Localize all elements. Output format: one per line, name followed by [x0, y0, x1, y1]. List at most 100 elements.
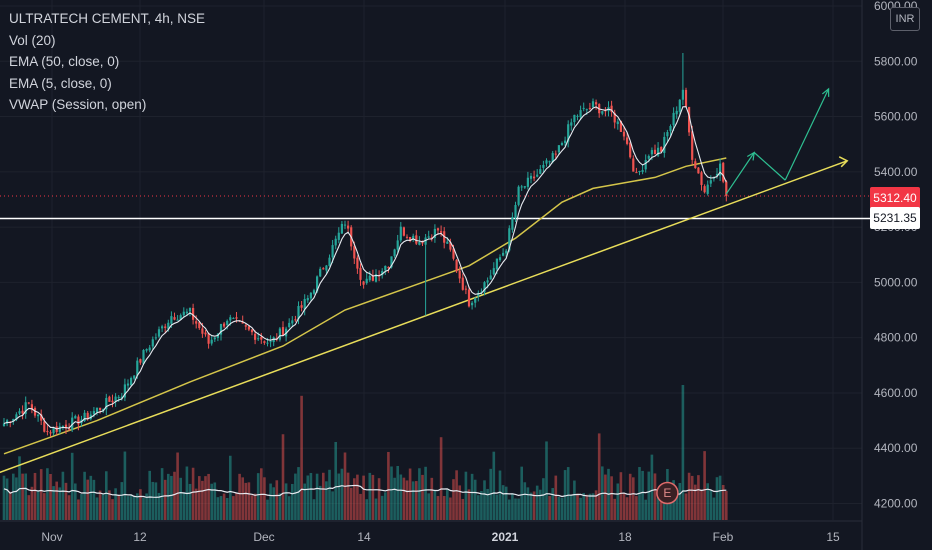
candle-body — [616, 121, 619, 125]
candle-body — [461, 277, 464, 290]
volume-bar — [470, 473, 474, 520]
volume-bar — [635, 496, 638, 520]
earnings-marker[interactable]: E — [656, 481, 679, 505]
candle-body — [467, 289, 471, 307]
volume-bar — [402, 477, 406, 520]
candle-body — [229, 317, 232, 321]
volume-bar — [591, 493, 595, 520]
candle-body — [666, 132, 669, 137]
candle-body — [179, 315, 182, 320]
volume-bar — [473, 479, 477, 520]
candle-body — [192, 308, 195, 320]
volume-bar — [334, 441, 337, 520]
volume-bar — [312, 499, 316, 520]
volume-bar — [232, 496, 235, 520]
price-axis[interactable]: 6000.005800.005600.005400.005200.005000.… — [874, 0, 918, 511]
volume-bar — [415, 481, 418, 520]
volume-bar — [508, 499, 511, 520]
trendline[interactable] — [0, 160, 848, 474]
candle-body — [340, 223, 343, 234]
volume-bar — [132, 495, 136, 520]
legend-study-ema5[interactable]: EMA (5, close, 0) — [9, 75, 112, 91]
volume-bar — [331, 491, 334, 520]
volume-bar — [98, 490, 102, 520]
candle-body — [436, 228, 440, 231]
volume-bar — [278, 493, 282, 520]
volume-bar — [396, 466, 399, 520]
time-axis[interactable]: Nov 12 Dec 14 2021 18 Feb 15 — [41, 530, 840, 544]
candle-body — [130, 378, 133, 386]
candle-body — [33, 408, 37, 416]
candle-body — [663, 136, 666, 153]
candle-body — [291, 320, 294, 324]
volume-bar — [393, 477, 396, 520]
candle-body — [86, 412, 89, 420]
candle-body — [595, 102, 598, 105]
projection-arrows[interactable] — [725, 87, 849, 195]
volume-bar — [650, 454, 654, 520]
candle-body — [709, 180, 712, 184]
trendline-arrowhead — [838, 156, 849, 168]
candle-body — [108, 396, 111, 402]
volume-bar — [433, 491, 437, 520]
legend-study-volume[interactable]: Vol (20) — [9, 32, 56, 48]
volume-bar — [58, 487, 62, 520]
volume-bar — [368, 472, 372, 520]
volume-bar — [582, 492, 585, 520]
candle-body — [300, 305, 303, 308]
volume-bar — [408, 468, 412, 520]
candle-body — [619, 120, 622, 132]
volume-bar — [176, 452, 179, 520]
x-tick-label: 12 — [133, 530, 147, 544]
candle-body — [548, 161, 551, 163]
y-tick-label: 4400.00 — [874, 441, 918, 455]
candle-body — [585, 109, 588, 111]
candle-body — [343, 224, 347, 226]
volume-bar — [718, 475, 722, 520]
candle-body — [120, 396, 123, 399]
volume-bar — [542, 478, 545, 520]
candle-body — [281, 327, 285, 336]
candle-body — [288, 322, 291, 328]
volume-bar — [322, 472, 325, 520]
volume-bar — [566, 467, 570, 520]
volume-bar — [328, 469, 331, 520]
volume-bar — [266, 499, 269, 520]
candle-body — [390, 256, 393, 268]
volume-bar — [725, 490, 728, 520]
volume-bar — [163, 479, 167, 520]
candle-body — [250, 329, 254, 333]
volume-bar — [563, 470, 567, 520]
candle-body — [353, 246, 356, 259]
y-tick-label: 5600.00 — [874, 110, 918, 124]
legend-study-vwap[interactable]: VWAP (Session, open) — [9, 97, 147, 112]
volume-bar — [253, 493, 257, 520]
x-tick-label: 15 — [826, 530, 840, 544]
x-tick-label: 14 — [357, 530, 371, 544]
candle-body — [154, 337, 157, 339]
candle-body — [95, 407, 99, 413]
candle-body — [157, 329, 161, 337]
legend-study-ema50[interactable]: EMA (50, close, 0) — [9, 54, 120, 69]
candle-body — [148, 347, 151, 351]
volume-bar — [464, 471, 468, 520]
projection-segment — [725, 152, 755, 195]
candle-body — [505, 250, 508, 254]
volume-bar — [539, 489, 542, 520]
legend-title[interactable]: ULTRATECH CEMENT, 4h, NSE — [9, 11, 206, 26]
volume-bar — [8, 491, 12, 520]
candle-body — [83, 412, 86, 422]
volume-bar — [486, 488, 489, 520]
candle-body — [244, 325, 247, 327]
currency-button[interactable]: INR — [890, 7, 920, 31]
volume-bar — [669, 499, 672, 520]
volume-bar — [461, 498, 465, 520]
candle-body — [210, 339, 213, 344]
volume-bar — [551, 488, 554, 520]
volume-bar — [659, 498, 663, 520]
candle-body — [591, 101, 595, 108]
volume-bar — [504, 486, 508, 520]
candle-body — [697, 167, 700, 174]
candle-body — [560, 143, 564, 146]
